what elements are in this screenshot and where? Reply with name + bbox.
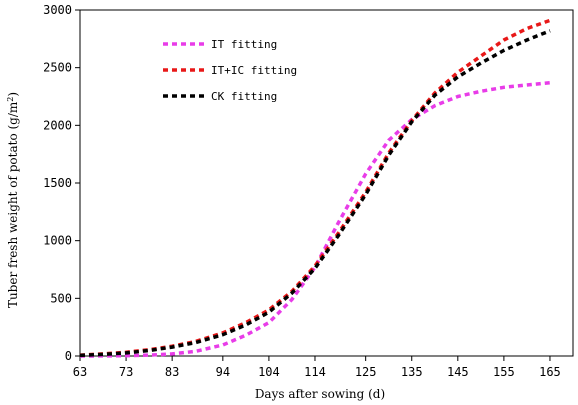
x-tick-label: 114 xyxy=(304,365,326,379)
legend-label-2: IT+IC fitting xyxy=(211,64,297,77)
legend: IT fitting IT+IC fitting CK fitting xyxy=(163,38,297,103)
y-tick-label: 2000 xyxy=(43,118,72,132)
y-axis-title-main: Tuber fresh weight of potato (g/m xyxy=(6,101,20,308)
x-tick-label: 94 xyxy=(216,365,230,379)
axes-layer: 0 500 1000 1500 2000 2500 3000 63 73 83 94 104 114 12… xyxy=(43,3,574,379)
series-layer xyxy=(79,18,551,358)
x-tick-label: 63 xyxy=(73,365,87,379)
y-tick-label: 2500 xyxy=(43,61,72,75)
series-line-2 xyxy=(79,18,551,357)
y-axis-title-tail: ) xyxy=(6,92,20,97)
y-axis-title-superscript: 2 xyxy=(6,97,15,102)
y-tick-label: 3000 xyxy=(43,3,72,17)
y-axis-title: Tuber fresh weight of potato (g/m2) xyxy=(6,92,21,308)
x-tick-label: 125 xyxy=(355,365,377,379)
y-tick-label: 1000 xyxy=(43,234,72,248)
plot-frame xyxy=(79,9,574,357)
y-tick-label: 0 xyxy=(65,349,72,363)
x-tick-label: 73 xyxy=(119,365,133,379)
x-tick-label: 145 xyxy=(447,365,469,379)
x-tick-label: 165 xyxy=(539,365,561,379)
legend-label-3: CK fitting xyxy=(211,90,277,103)
x-tick-label: 155 xyxy=(493,365,515,379)
series-line-3 xyxy=(79,29,551,358)
x-tick-label: 104 xyxy=(258,365,280,379)
x-tick-label: 83 xyxy=(165,365,179,379)
series-line-1 xyxy=(79,80,551,358)
legend-label-1: IT fitting xyxy=(211,38,277,51)
x-tick-label: 135 xyxy=(401,365,423,379)
x-axis-title: Days after sowing (d) xyxy=(255,387,385,401)
y-tick-label: 500 xyxy=(50,291,72,305)
y-tick-label: 1500 xyxy=(43,176,72,190)
